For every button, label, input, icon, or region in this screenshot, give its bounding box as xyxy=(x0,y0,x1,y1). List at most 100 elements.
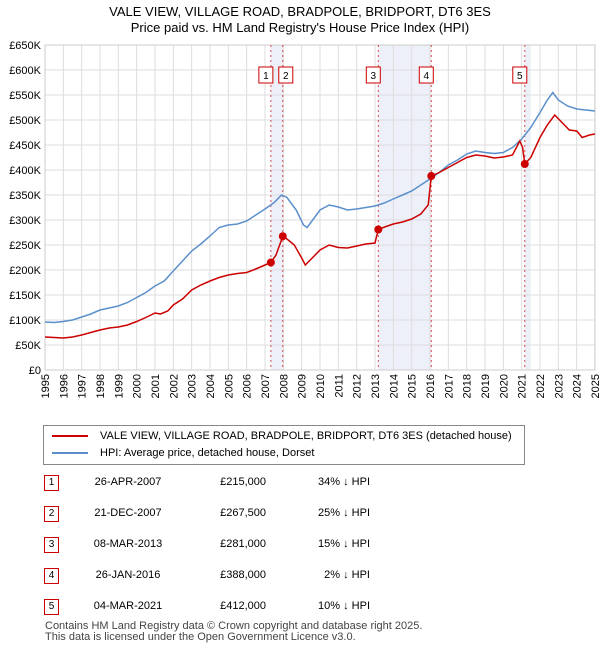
legend-label-hpi: HPI: Average price, detached house, Dors… xyxy=(100,447,315,459)
hpi-diff: 25% ↓ HPI xyxy=(318,507,370,519)
marker-badge: 1 xyxy=(44,475,59,491)
x-tick-label: 2016 xyxy=(425,374,437,398)
x-tick-label: 2020 xyxy=(498,374,510,398)
sale-date: 26-JAN-2016 xyxy=(95,569,161,581)
sale-price: £388,000 xyxy=(220,569,266,581)
y-tick-label: £200K xyxy=(9,265,41,277)
shaded-span xyxy=(524,45,531,370)
sale-price: £215,000 xyxy=(220,476,266,488)
chart-subtitle: Price paid vs. HM Land Registry's House … xyxy=(130,20,470,35)
legend: VALE VIEW, VILLAGE ROAD, BRADPOLE, BRIDP… xyxy=(43,425,525,465)
x-tick-label: 2011 xyxy=(333,374,345,398)
y-tick-label: £550K xyxy=(9,90,41,102)
y-tick-label: £50K xyxy=(15,340,41,352)
y-tick-label: £400K xyxy=(9,165,41,177)
series-line-property xyxy=(44,113,596,339)
sale-badge-label: 4 xyxy=(424,71,430,82)
x-tick-label: 2018 xyxy=(462,374,474,398)
legend-swatch-property xyxy=(52,435,88,437)
sale-date: 26-APR-2007 xyxy=(94,476,162,488)
sale-point xyxy=(427,172,436,180)
x-tick-label: 2025 xyxy=(590,374,600,398)
price-chart: £0 £50K £100K £150K £200K £250K £300K £350K £400… xyxy=(9,40,600,398)
y-tick-label: £600K xyxy=(9,65,41,77)
sale-badge xyxy=(512,66,528,84)
x-tick-label: 2019 xyxy=(480,374,492,398)
x-tick-label: 2012 xyxy=(352,374,364,398)
table-row: 3 08-MAR-2013 £281,000 15% ↓ HPI xyxy=(0,535,600,555)
chart-title: VALE VIEW, VILLAGE ROAD, BRADPOLE, BRIDP… xyxy=(109,4,491,19)
sale-badge xyxy=(418,66,434,84)
x-tick-label: 2014 xyxy=(388,374,400,398)
table-row: 4 26-JAN-2016 £388,000 2% ↓ HPI xyxy=(0,566,600,586)
sale-price: £267,500 xyxy=(220,507,266,519)
y-tick-label: £650K xyxy=(9,40,41,52)
sale-point xyxy=(374,225,383,234)
x-tick-label: 1996 xyxy=(58,374,70,398)
hpi-diff: 2% ↓ HPI xyxy=(324,569,370,581)
x-tick-label: 2003 xyxy=(187,374,199,398)
x-tick-label: 2008 xyxy=(278,374,290,398)
plot-border xyxy=(44,44,596,371)
x-tick-label: 2023 xyxy=(553,374,565,398)
hpi-diff: 15% ↓ HPI xyxy=(318,538,370,550)
y-tick-label: £350K xyxy=(9,190,41,202)
sale-date: 08-MAR-2013 xyxy=(93,538,163,550)
y-tick-label: £300K xyxy=(9,215,41,227)
table-row: 2 21-DEC-2007 £267,500 25% ↓ HPI xyxy=(0,504,600,524)
sale-badge xyxy=(278,66,294,84)
y-tick-label: £500K xyxy=(9,115,41,127)
y-tick-label: £450K xyxy=(9,140,41,152)
legend-label-property: VALE VIEW, VILLAGE ROAD, BRADPOLE, BRIDP… xyxy=(100,430,512,442)
x-tick-label: 1995 xyxy=(40,374,52,398)
sale-badge xyxy=(365,66,381,84)
sale-price: £412,000 xyxy=(220,600,266,612)
x-tick-label: 2006 xyxy=(242,374,254,398)
table-row: 1 26-APR-2007 £215,000 34% ↓ HPI xyxy=(0,473,600,493)
x-tick-label: 2010 xyxy=(315,374,327,398)
sale-badge xyxy=(258,66,274,84)
y-tick-label: £150K xyxy=(9,290,41,302)
x-tick-label: 2001 xyxy=(150,374,162,398)
x-tick-label: 2007 xyxy=(260,374,272,398)
x-tick-label: 2022 xyxy=(535,374,547,398)
sale-point xyxy=(266,258,275,267)
x-tick-label: 1997 xyxy=(77,374,89,398)
sale-badge-label: 2 xyxy=(283,71,289,82)
footer-licence: This data is licensed under the Open Gov… xyxy=(45,631,356,643)
x-tick-label: 1998 xyxy=(95,374,107,398)
x-tick-label: 2002 xyxy=(168,374,180,398)
sale-badge-label: 5 xyxy=(517,71,523,82)
x-tick-label: 2013 xyxy=(370,374,382,398)
x-tick-label: 2000 xyxy=(132,374,144,398)
sale-badge-label: 1 xyxy=(263,71,269,82)
x-tick-label: 2005 xyxy=(223,374,235,398)
sale-point xyxy=(520,160,529,168)
x-tick-label: 2024 xyxy=(572,374,584,398)
footer-copyright: Contains HM Land Registry data © Crown c… xyxy=(45,620,423,632)
sale-price: £281,000 xyxy=(220,538,266,550)
x-tick-label: 2021 xyxy=(517,374,529,398)
sale-badge-label: 3 xyxy=(371,71,377,82)
x-tick-label: 2017 xyxy=(443,374,455,398)
series-line-hpi xyxy=(44,91,596,324)
x-tick-label: 2009 xyxy=(297,374,309,398)
x-tick-label: 2015 xyxy=(407,374,419,398)
marker-badge: 5 xyxy=(44,599,59,615)
marker-badge: 4 xyxy=(44,568,59,584)
marker-badge: 3 xyxy=(44,537,59,553)
hpi-diff: 34% ↓ HPI xyxy=(318,476,370,488)
shaded-span xyxy=(378,45,432,370)
shaded-span xyxy=(270,45,283,370)
y-tick-label: £0 xyxy=(29,365,41,377)
y-tick-label: £100K xyxy=(9,315,41,327)
legend-swatch-hpi xyxy=(52,452,88,454)
sale-point xyxy=(278,232,287,241)
marker-badge: 2 xyxy=(44,506,59,522)
y-tick-label: £250K xyxy=(9,240,41,252)
table-row: 5 04-MAR-2021 £412,000 10% ↓ HPI xyxy=(0,597,600,617)
x-tick-label: 2004 xyxy=(205,374,217,398)
hpi-diff: 10% ↓ HPI xyxy=(318,600,370,612)
sale-date: 21-DEC-2007 xyxy=(94,507,162,519)
sale-date: 04-MAR-2021 xyxy=(93,600,163,612)
